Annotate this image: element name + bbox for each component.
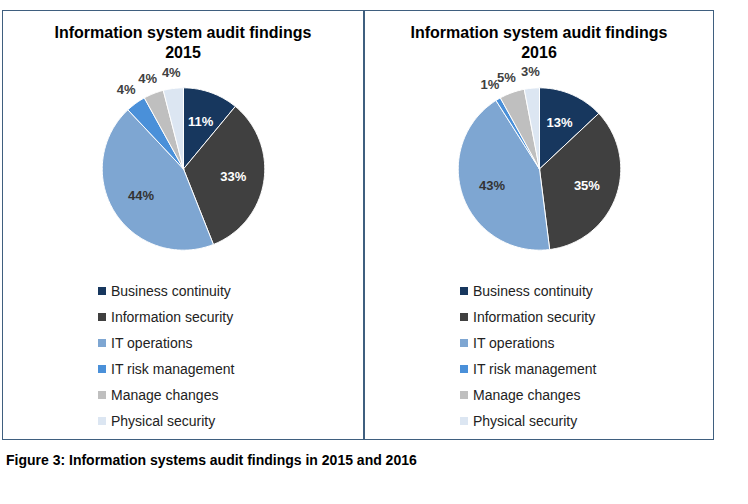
html-text:Figure 3: Information systems: Figure 3: Information systems audit find… (6, 452, 417, 468)
html-text:Physical security: Physical security (473, 413, 578, 429)
svg-text:4%: 4% (162, 65, 181, 80)
svg-text:5%: 5% (497, 70, 516, 85)
svg-text:33%: 33% (220, 169, 246, 184)
html-text:Information security: Information security (111, 309, 234, 325)
html-text:Business continuity: Business continuity (111, 283, 231, 299)
html-text:Information system audit findi: Information system audit findings 2016 (410, 24, 668, 61)
html-text:IT risk management: IT risk management (111, 361, 235, 377)
svg-text:3%: 3% (521, 64, 540, 79)
html-text:Information system audit findi: Information system audit findings 2015 (54, 24, 312, 61)
svg-text:35%: 35% (574, 178, 600, 193)
html-text:Physical security: Physical security (111, 413, 216, 429)
svg-text:4%: 4% (117, 82, 136, 97)
svg-text:1%: 1% (480, 77, 500, 93)
html-text:Business continuity: Business continuity (473, 283, 593, 299)
svg-text:11%: 11% (188, 114, 214, 129)
svg-text:13%: 13% (546, 115, 572, 130)
html-text:IT operations: IT operations (111, 335, 193, 351)
html-text:Information security: Information security (473, 309, 596, 325)
svg-text:4%: 4% (138, 71, 157, 86)
html-text:Manage changes: Manage changes (473, 387, 581, 403)
html-text:IT operations: IT operations (473, 335, 555, 351)
html-text:IT risk management: IT risk management (473, 361, 597, 377)
svg-text:44%: 44% (128, 188, 154, 203)
svg-text:43%: 43% (479, 178, 505, 193)
html-text:Manage changes: Manage changes (111, 387, 219, 403)
